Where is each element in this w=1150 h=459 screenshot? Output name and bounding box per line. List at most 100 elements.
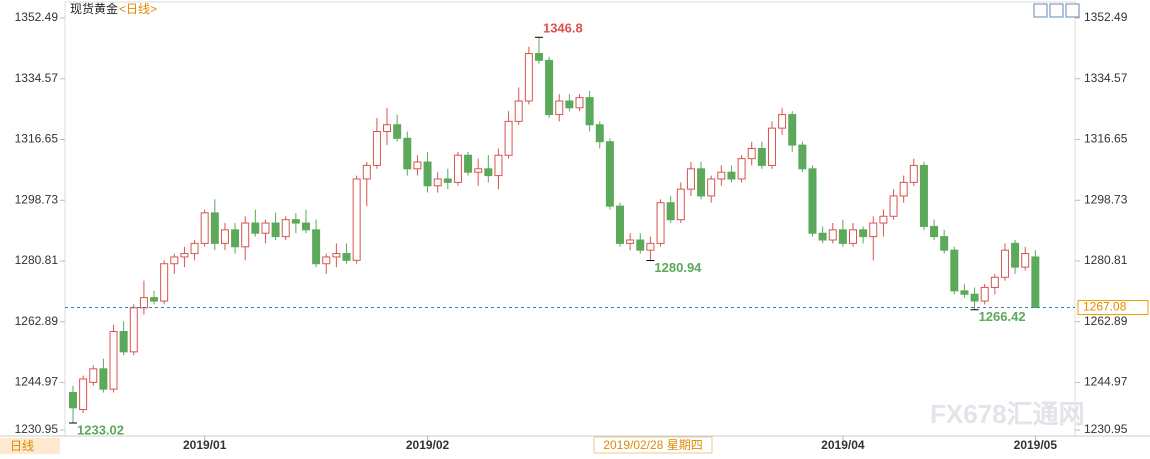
candle-body xyxy=(818,232,827,241)
candle-body xyxy=(707,178,716,197)
candle-body xyxy=(828,229,837,241)
tool-button[interactable] xyxy=(1033,3,1048,18)
candle-body xyxy=(383,124,392,133)
candle-body xyxy=(595,124,604,143)
y-tick-label-right: 1262.89 xyxy=(1084,314,1128,328)
candle-body xyxy=(139,297,148,309)
candle-body xyxy=(930,225,939,238)
candle-body xyxy=(808,168,817,234)
candle-body xyxy=(433,178,442,187)
candle-body xyxy=(676,188,685,221)
candle-body xyxy=(332,253,341,258)
candle-body xyxy=(160,263,169,302)
candle-body xyxy=(464,154,473,173)
candle-body xyxy=(575,97,584,109)
candle-body xyxy=(403,137,412,170)
candle-body xyxy=(271,222,280,238)
last-price-box xyxy=(1077,300,1149,316)
candle-body xyxy=(322,256,331,265)
candle-body xyxy=(291,219,300,224)
candle-body xyxy=(79,378,88,410)
candle-body xyxy=(129,307,138,353)
candle-body xyxy=(757,147,766,166)
candle-body xyxy=(241,222,250,248)
candle-body xyxy=(646,242,655,251)
candle-body xyxy=(534,53,543,61)
candle-body xyxy=(261,222,270,234)
candle-body xyxy=(484,168,493,177)
candle-body xyxy=(747,147,756,160)
y-tick-label: 1352.49 xyxy=(15,10,59,24)
period-tab-bg[interactable] xyxy=(0,438,60,454)
toolbar xyxy=(1033,3,1080,18)
candle-body xyxy=(849,229,858,244)
candles xyxy=(69,37,1040,423)
candle-body xyxy=(453,154,462,183)
tool-button[interactable] xyxy=(1049,3,1064,18)
candle-body xyxy=(119,331,128,353)
candle-body xyxy=(636,239,645,251)
y-tick-label: 1244.97 xyxy=(15,375,59,389)
candle-body xyxy=(605,141,614,207)
period-tab[interactable]: 日线 xyxy=(10,439,34,453)
candle-body xyxy=(788,114,797,146)
candle-body xyxy=(859,229,868,238)
candle-body xyxy=(342,253,351,261)
candle-body xyxy=(423,161,432,187)
min-annotation: 1266.42 xyxy=(979,309,1026,324)
tool-button[interactable] xyxy=(1065,3,1080,18)
cursor-label-box xyxy=(593,436,713,454)
candle-body xyxy=(281,219,290,238)
candle-body xyxy=(585,97,594,126)
candle-body xyxy=(69,392,77,409)
candle-body xyxy=(919,164,928,227)
candle-body xyxy=(170,256,179,265)
max-annotation: 1346.8 xyxy=(543,21,583,36)
candle-body xyxy=(1000,249,1009,278)
x-tick-label: 2019/01 xyxy=(183,438,227,452)
candle-body xyxy=(838,229,847,244)
candle-body xyxy=(545,59,554,116)
candle-body xyxy=(220,229,229,244)
candle-body xyxy=(372,131,381,166)
candle-body xyxy=(879,215,888,224)
candle-body xyxy=(150,297,159,302)
candle-body xyxy=(393,124,402,139)
candle-body xyxy=(697,168,706,197)
min-annotation: 1280.94 xyxy=(654,260,702,275)
candle-body xyxy=(980,286,989,302)
candle-body xyxy=(909,164,918,183)
y-tick-label: 1262.89 xyxy=(15,314,59,328)
y-tick-label: 1298.73 xyxy=(15,192,59,206)
candle-body xyxy=(869,222,878,238)
candle-body xyxy=(362,164,371,180)
candle-body xyxy=(190,242,199,255)
candle-body xyxy=(210,212,219,244)
candle-body xyxy=(626,239,635,244)
candle-body xyxy=(666,202,675,221)
y-tick-label-right: 1298.73 xyxy=(1084,192,1128,206)
candle-body xyxy=(899,181,908,197)
candle-body xyxy=(565,100,574,109)
candle-body xyxy=(524,53,533,102)
candle-body xyxy=(970,293,979,302)
y-tick-label-right: 1244.97 xyxy=(1084,375,1128,389)
chart-title: 现货黄金 xyxy=(70,1,118,16)
last-price-label: 1267.08 xyxy=(1083,300,1127,314)
candle-body xyxy=(555,100,564,116)
candle-body xyxy=(109,331,118,390)
candle-body xyxy=(180,253,189,258)
y-tick-label: 1316.65 xyxy=(15,132,59,146)
candle-body xyxy=(889,195,898,217)
candle-body xyxy=(737,158,746,180)
candle-body xyxy=(717,171,726,180)
x-tick-label: 2019/04 xyxy=(821,438,865,452)
candle-body xyxy=(474,168,483,173)
cursor-label: 2019/02/28 星期四 xyxy=(603,438,702,452)
candle-body xyxy=(1021,253,1030,268)
candle-body xyxy=(504,120,513,156)
x-tick-label: 2019/05 xyxy=(1014,438,1058,452)
